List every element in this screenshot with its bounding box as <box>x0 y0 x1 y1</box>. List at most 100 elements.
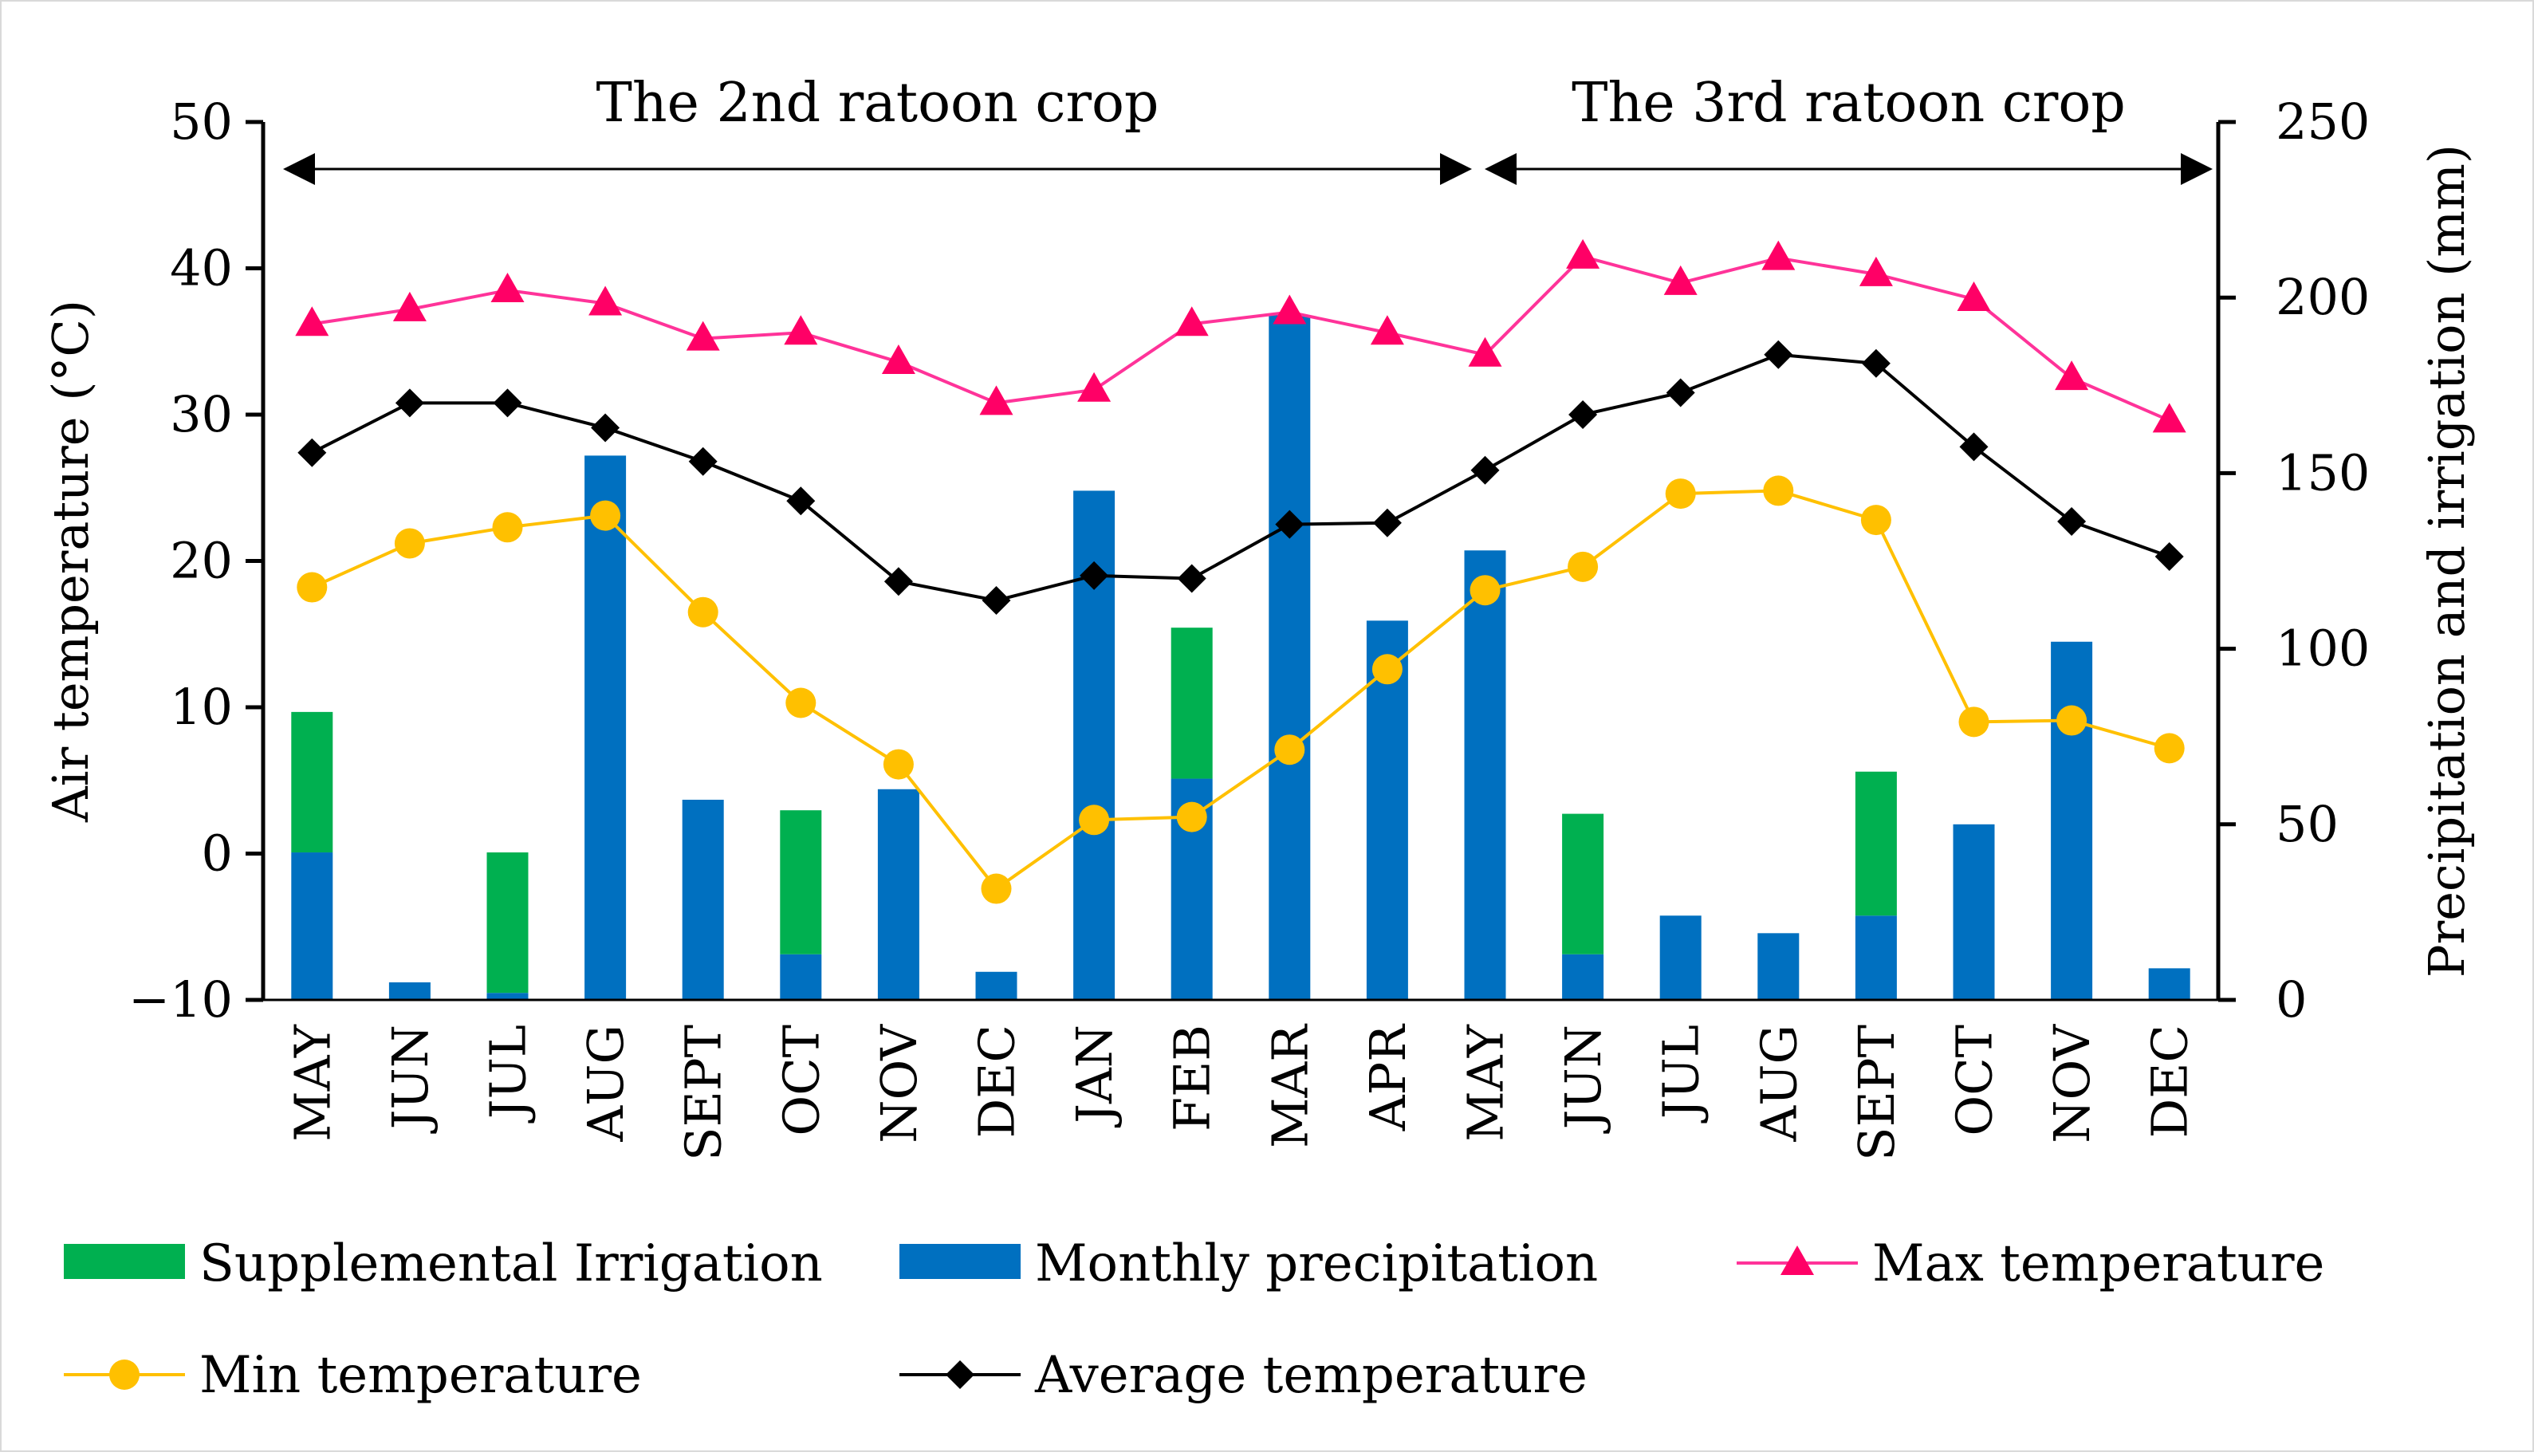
average-temperature-point-18 <box>2057 506 2087 536</box>
average-temperature-point-16 <box>1861 348 1891 378</box>
right-tick-label: 50 <box>2276 795 2339 853</box>
average-temperature-point-4 <box>688 447 718 476</box>
irrigation-bar-0 <box>291 711 333 853</box>
max-temperature-point-11 <box>1370 315 1404 345</box>
left-tick-label: 30 <box>170 385 233 443</box>
irrigation-bar-9 <box>1171 628 1213 779</box>
min-temperature-point-13 <box>1568 551 1599 582</box>
average-temperature-point-15 <box>1764 340 1793 369</box>
period-arrow-head-right-1 <box>2181 153 2213 185</box>
left-tick-label: 20 <box>170 532 233 590</box>
min-temperature-point-11 <box>1371 654 1403 685</box>
legend-swatch-supplemental-irrigation <box>64 1244 185 1279</box>
max-temperature-point-3 <box>588 285 623 316</box>
legend-label-monthly-precipitation: Monthly precipitation <box>1035 1234 1598 1293</box>
bar-layer <box>291 315 2190 1001</box>
irrigation-bar-2 <box>486 852 529 994</box>
month-label: SEPT <box>675 1025 733 1161</box>
max-temperature-point-4 <box>686 321 720 351</box>
right-tick-label: 100 <box>2276 620 2370 678</box>
legend: Supplemental Irrigation Monthly precipita… <box>64 1234 2324 1405</box>
average-temperature-point-13 <box>1568 400 1598 429</box>
precipitation-bar-17 <box>1953 824 1995 1000</box>
precipitation-bar-13 <box>1562 954 1604 1000</box>
average-temperature-point-9 <box>1177 564 1206 593</box>
irrigation-bar-13 <box>1562 813 1604 954</box>
max-temperature-point-10 <box>1273 294 1307 325</box>
max-temperature-point-8 <box>1077 372 1112 402</box>
min-temperature-point-8 <box>1079 805 1110 836</box>
average-temperature-point-10 <box>1275 510 1304 539</box>
average-temperature-point-17 <box>1959 432 1989 462</box>
precipitation-bar-0 <box>291 852 333 1000</box>
average-temperature-point-11 <box>1372 508 1402 537</box>
precipitation-bar-3 <box>584 455 627 1000</box>
period-arrow-head-right-0 <box>1440 153 1472 185</box>
right-tick-label: 0 <box>2276 970 2307 1029</box>
month-label: APR <box>1359 1023 1417 1131</box>
month-label: JAN <box>1065 1025 1123 1128</box>
min-temperature-point-12 <box>1470 575 1501 606</box>
month-label: NOV <box>870 1024 928 1143</box>
irrigation-bar-16 <box>1855 771 1897 916</box>
min-temperature-point-10 <box>1274 734 1305 765</box>
right-tick-label: 150 <box>2276 443 2370 502</box>
max-temperature-point-13 <box>1566 238 1600 269</box>
max-temperature-point-5 <box>784 315 818 345</box>
precipitation-bar-18 <box>2051 641 2093 1000</box>
month-label: JUL <box>479 1025 537 1123</box>
legend-marker-average-temperature <box>946 1360 974 1389</box>
month-label: FEB <box>1163 1025 1222 1131</box>
min-temperature-point-7 <box>981 873 1012 904</box>
line-layer <box>295 238 2186 904</box>
month-label: AUG <box>1749 1025 1808 1143</box>
max-temperature-point-2 <box>490 273 525 303</box>
max-temperature-point-14 <box>1663 265 1698 295</box>
max-temperature-point-1 <box>392 291 427 321</box>
month-label: MAY <box>283 1024 341 1142</box>
precipitation-bar-1 <box>388 982 431 1000</box>
min-temperature-point-4 <box>687 596 718 628</box>
period-label-0: The 2nd ratoon crop <box>596 72 1159 135</box>
left-tick-label: 0 <box>202 824 233 883</box>
month-label: MAY <box>1457 1024 1515 1142</box>
month-label: DEC <box>2141 1025 2199 1138</box>
precipitation-bar-12 <box>1464 550 1506 1000</box>
min-temperature-point-6 <box>883 749 914 780</box>
month-label: JUN <box>381 1025 439 1134</box>
precipitation-bar-6 <box>877 789 919 1000</box>
month-label: AUG <box>576 1025 635 1143</box>
month-label: JUN <box>1554 1025 1612 1134</box>
average-temperature-point-1 <box>395 388 424 418</box>
average-temperature-point-6 <box>883 567 913 596</box>
period-label-1: The 3rd ratoon crop <box>1572 72 2126 135</box>
min-temperature-point-5 <box>785 687 816 718</box>
max-temperature-point-6 <box>881 344 915 374</box>
right-axis-title: Precipitation and irrigation (mm) <box>2418 144 2476 978</box>
left-tick-label: 10 <box>170 678 233 736</box>
month-label: JUL <box>1652 1025 1710 1123</box>
min-temperature-point-18 <box>2056 705 2087 736</box>
irrigation-bar-5 <box>780 810 822 954</box>
right-tick-label: 250 <box>2276 92 2370 151</box>
left-tick-label: 40 <box>170 239 233 297</box>
min-temperature-point-1 <box>394 528 425 559</box>
precipitation-bar-15 <box>1757 933 1800 1000</box>
average-temperature-point-2 <box>493 388 522 418</box>
precipitation-bar-7 <box>975 971 1017 1000</box>
average-temperature-point-3 <box>591 413 620 443</box>
max-temperature-point-19 <box>2152 403 2186 433</box>
month-label: SEPT <box>1847 1025 1906 1161</box>
month-label: OCT <box>772 1025 830 1136</box>
min-temperature-point-9 <box>1176 801 1207 832</box>
legend-swatch-monthly-precipitation <box>899 1244 1021 1279</box>
month-label: MAR <box>1261 1023 1319 1148</box>
left-tick-label: −10 <box>128 970 233 1029</box>
period-arrow-head-left-0 <box>283 153 315 185</box>
max-temperature-point-16 <box>1859 256 1893 286</box>
max-temperature-point-15 <box>1761 240 1796 270</box>
period-arrow-head-left-1 <box>1485 153 1517 185</box>
max-temperature-point-17 <box>1957 281 1991 312</box>
